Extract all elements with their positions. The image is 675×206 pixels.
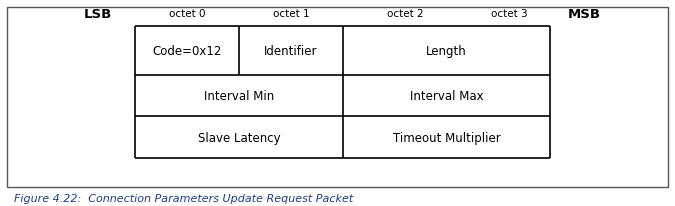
Text: LSB: LSB bbox=[84, 8, 112, 21]
Text: octet 2: octet 2 bbox=[387, 9, 424, 19]
Text: Slave Latency: Slave Latency bbox=[198, 131, 280, 144]
Text: octet 3: octet 3 bbox=[491, 9, 528, 19]
Text: octet 1: octet 1 bbox=[273, 9, 309, 19]
Text: octet 0: octet 0 bbox=[169, 9, 205, 19]
Text: MSB: MSB bbox=[568, 8, 600, 21]
FancyBboxPatch shape bbox=[7, 8, 668, 187]
Text: Identifier: Identifier bbox=[264, 44, 318, 57]
Text: Interval Max: Interval Max bbox=[410, 89, 483, 102]
Text: Length: Length bbox=[426, 44, 467, 57]
Text: Code=0x12: Code=0x12 bbox=[153, 44, 221, 57]
Text: Figure 4.22:  Connection Parameters Update Request Packet: Figure 4.22: Connection Parameters Updat… bbox=[14, 193, 353, 203]
Text: Interval Min: Interval Min bbox=[204, 89, 274, 102]
Text: Timeout Multiplier: Timeout Multiplier bbox=[393, 131, 500, 144]
